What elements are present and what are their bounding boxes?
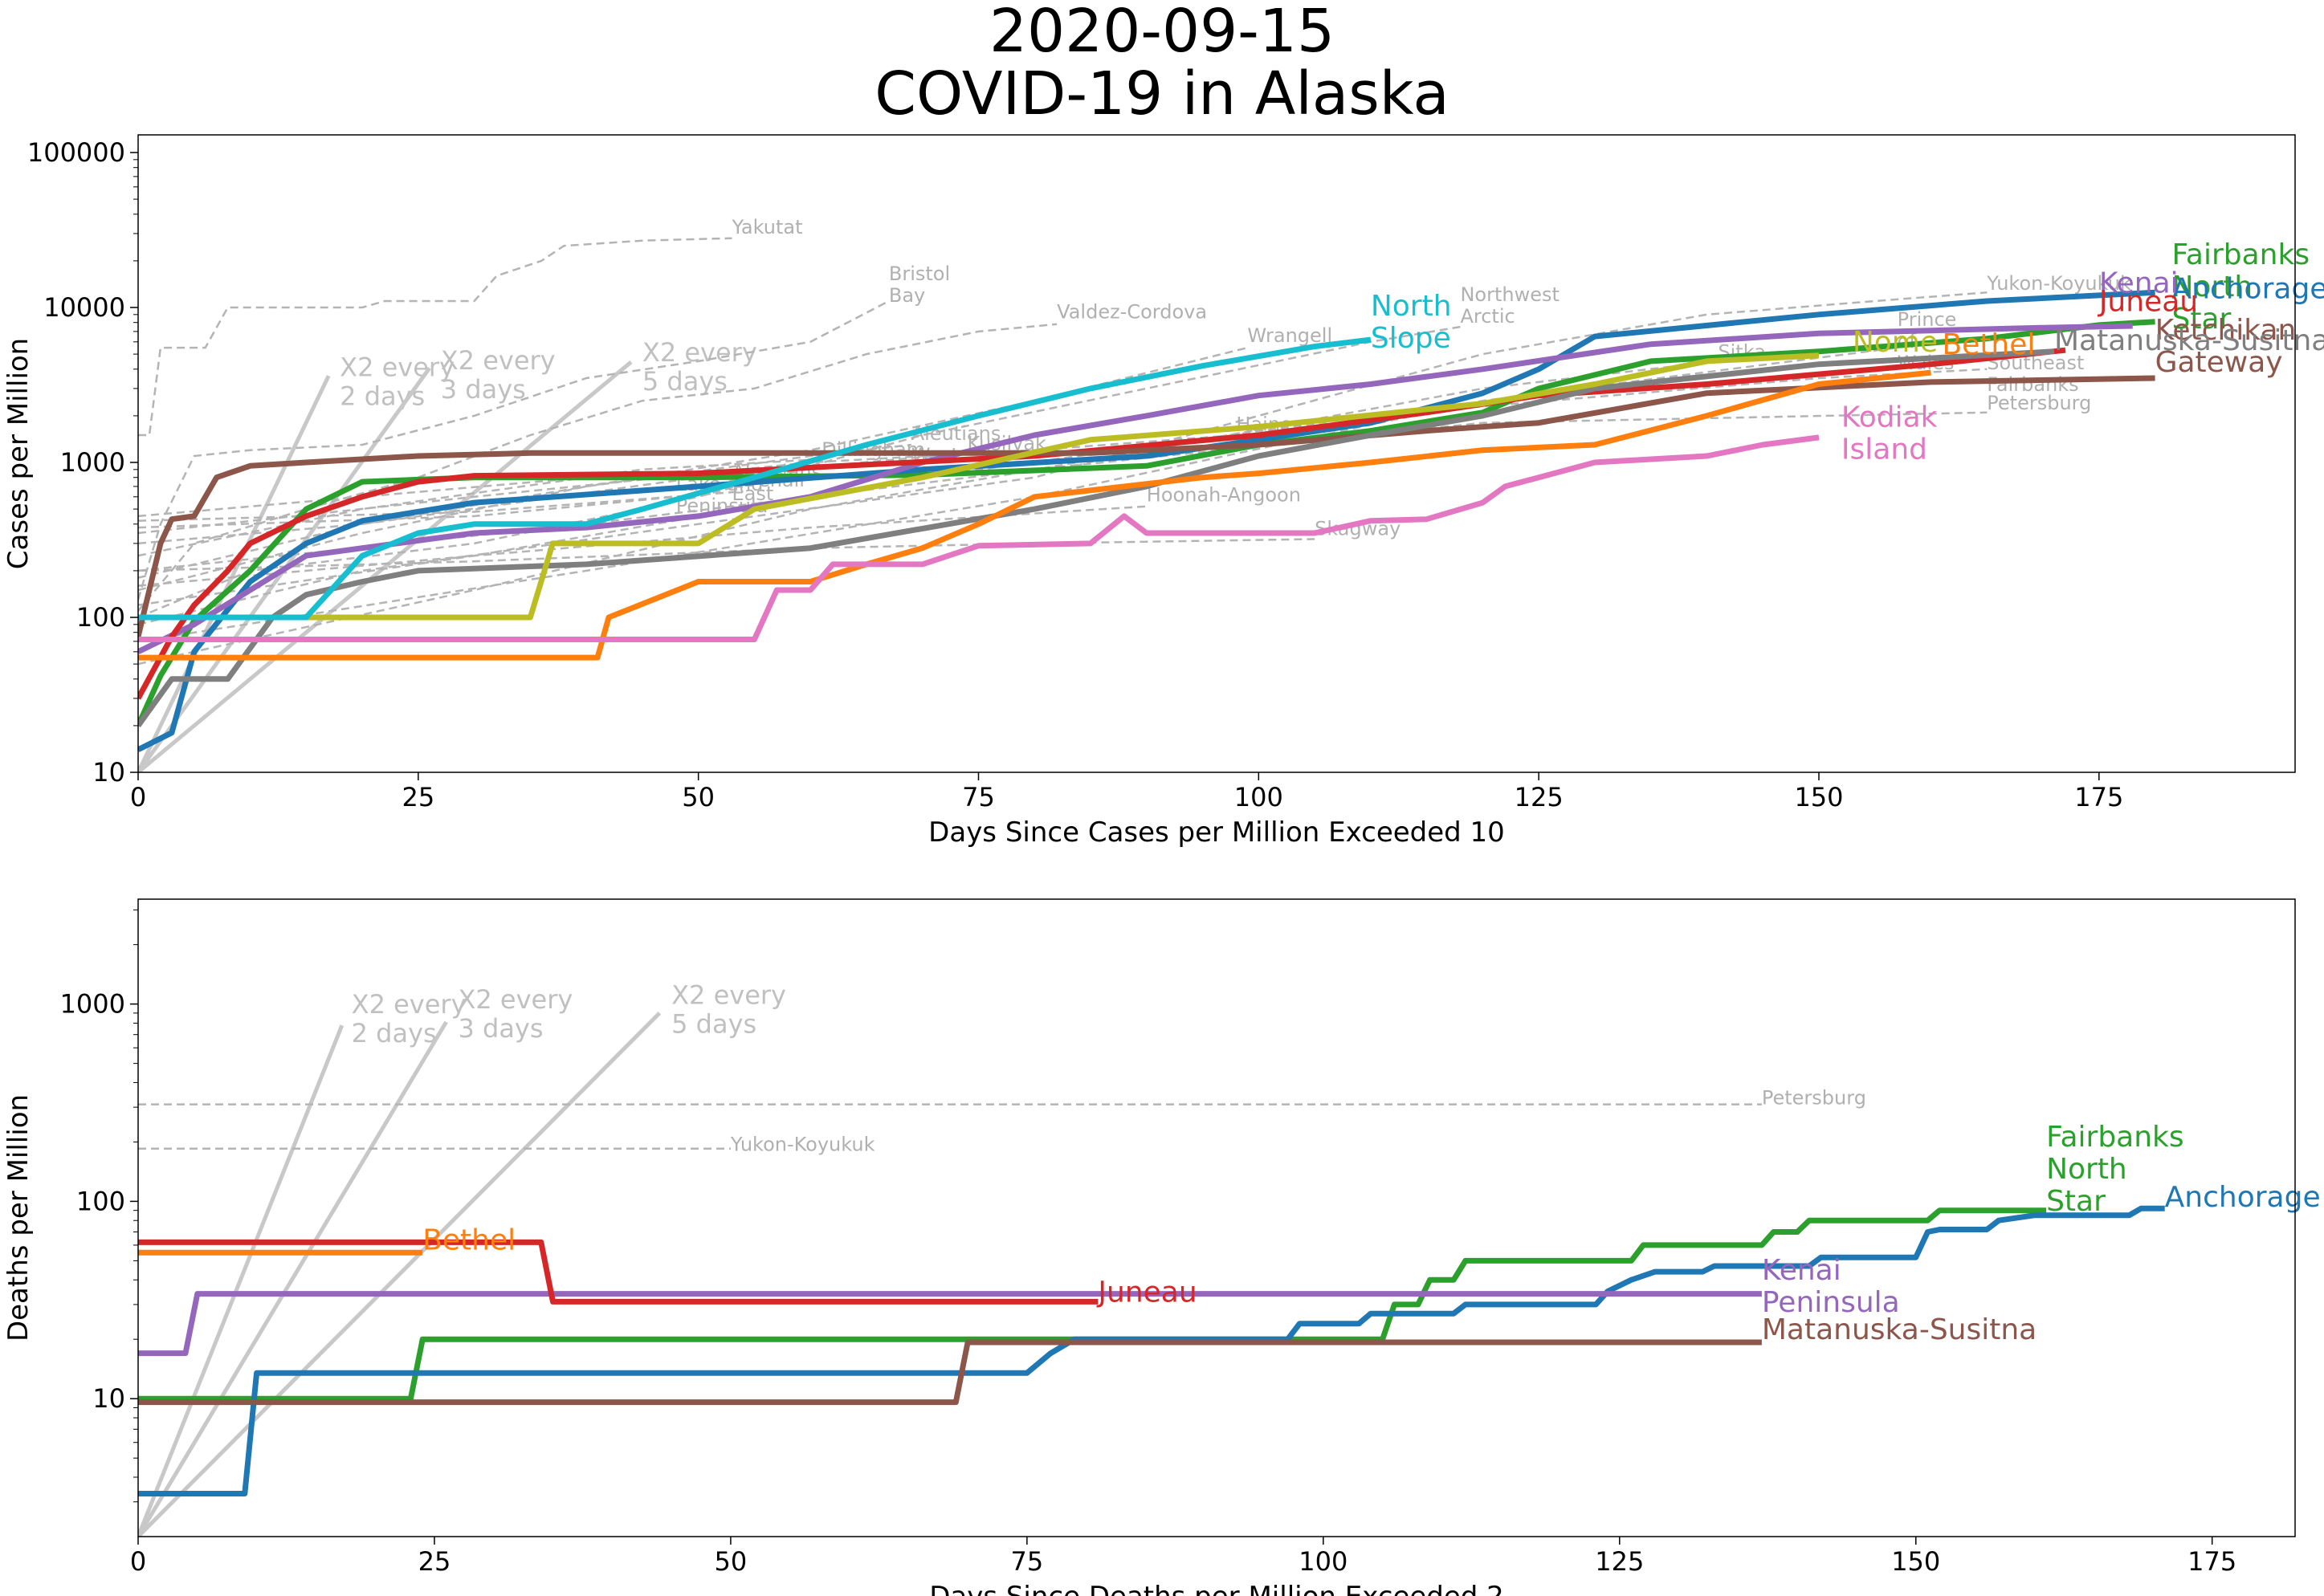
x-tick-label: 125 bbox=[1515, 782, 1564, 812]
x-tick-label: 100 bbox=[1234, 782, 1283, 812]
series-line-kodiak-island bbox=[138, 434, 1820, 642]
title-date: 2020-09-15 bbox=[989, 0, 1335, 66]
x-tick-label: 150 bbox=[1794, 782, 1843, 812]
reference-line-x2-every-3-days bbox=[138, 1020, 448, 1537]
series-label-nome: Nome bbox=[1853, 326, 1938, 359]
reference-line-x2-every-2-days bbox=[138, 375, 331, 772]
x-tick-label: 100 bbox=[1299, 1546, 1348, 1577]
y-tick-label: 100 bbox=[76, 602, 125, 633]
reference-label-x2-every-3-days: X2 every 3 days bbox=[441, 345, 556, 405]
series-label-bethel: Bethel bbox=[1942, 328, 2035, 361]
background-label-petersburg: Petersburg bbox=[1987, 392, 2091, 414]
y-tick-label: 10 bbox=[92, 757, 125, 788]
x-tick-label: 50 bbox=[715, 1546, 748, 1577]
reference-line-x2-every-5-days bbox=[138, 1012, 662, 1537]
x-tick-label: 75 bbox=[1011, 1546, 1044, 1577]
page-title: 2020-09-15 COVID-19 in Alaska bbox=[0, 0, 2324, 125]
x-tick-label: 150 bbox=[1891, 1546, 1940, 1577]
reference-label-x2-every-2-days: X2 every 2 days bbox=[340, 352, 455, 412]
series-label-kodiak-island: Kodiak Island bbox=[1841, 401, 1938, 466]
series-label-juneau: Juneau bbox=[1096, 1276, 1197, 1309]
x-tick-label: 0 bbox=[130, 1546, 146, 1577]
x-tick-label: 175 bbox=[2074, 782, 2123, 812]
x-axis-label: Days Since Cases per Million Exceeded 10 bbox=[928, 816, 1505, 849]
plot-frame bbox=[137, 898, 2296, 1537]
series-label-matanuska-susitna: Matanuska-Susitna bbox=[2054, 324, 2324, 357]
y-tick-label: 100 bbox=[76, 1186, 125, 1216]
x-tick-label: 50 bbox=[682, 782, 715, 812]
x-tick-label: 25 bbox=[418, 1546, 451, 1577]
reference-label-x2-every-3-days: X2 every 3 days bbox=[458, 984, 573, 1044]
background-line-yakutat bbox=[138, 237, 732, 437]
background-label-northwest-arctic: Northwest Arctic bbox=[1460, 283, 1559, 328]
series-label-ketchikan-gateway: Ketchikan Gateway bbox=[2155, 314, 2297, 379]
background-label-bristol-bay: Bristol Bay bbox=[889, 263, 950, 307]
background-line-aleutians-east bbox=[138, 472, 732, 518]
plot-frame bbox=[137, 134, 2296, 773]
series-label-juneau: Juneau bbox=[2098, 285, 2198, 318]
background-line-lake-and-peninsula bbox=[138, 495, 676, 529]
background-line-bristol-bay bbox=[138, 299, 890, 601]
series-line-ketchikan-gateway bbox=[138, 375, 2155, 637]
series-line-matanuska-susitna bbox=[138, 1339, 1762, 1406]
y-axis-label: Cases per Million bbox=[2, 338, 35, 570]
x-tick-label: 75 bbox=[962, 782, 995, 812]
background-label-yukon-koyukuk: Yukon-Koyukuk bbox=[1986, 272, 2131, 295]
series-line-fairbanks-north-star bbox=[138, 319, 2155, 727]
y-tick-label: 10000 bbox=[43, 292, 125, 323]
y-tick-label: 10 bbox=[92, 1383, 125, 1414]
series-line-juneau bbox=[138, 347, 2066, 700]
series-line-juneau bbox=[138, 1239, 1099, 1305]
series-label-north-slope: North Slope bbox=[1371, 290, 1452, 355]
y-tick-label: 1000 bbox=[60, 989, 125, 1020]
series-line-kenai-peninsula bbox=[138, 1291, 1762, 1357]
y-axis-label: Deaths per Million bbox=[2, 1094, 35, 1342]
reference-line-x2-every-5-days bbox=[138, 360, 633, 772]
x-tick-label: 25 bbox=[402, 782, 434, 812]
series-label-fairbanks-north-star: Fairbanks North Star bbox=[2172, 238, 2310, 336]
background-label-yukon-koyukuk: Yukon-Koyukuk bbox=[730, 1134, 875, 1156]
background-label-valdez-cordova: Valdez-Cordova bbox=[1057, 301, 1207, 324]
y-tick-label: 1000 bbox=[60, 447, 125, 478]
series-label-anchorage: Anchorage bbox=[2165, 1181, 2321, 1214]
x-axis-label: Days Since Deaths per Million Exceeded 2 bbox=[929, 1581, 1504, 1596]
background-label-yakutat: Yakutat bbox=[732, 216, 803, 238]
series-line-north-slope bbox=[138, 336, 1372, 621]
background-line-valdez-cordova bbox=[138, 323, 1058, 612]
x-tick-label: 175 bbox=[2187, 1546, 2236, 1577]
y-tick-label: 100000 bbox=[27, 137, 125, 168]
background-line-sitka bbox=[138, 360, 1719, 666]
x-tick-label: 0 bbox=[130, 782, 146, 812]
reference-label-x2-every-5-days: X2 every 5 days bbox=[671, 980, 786, 1040]
title-main: COVID-19 in Alaska bbox=[875, 59, 1449, 128]
series-line-bethel bbox=[138, 369, 1931, 661]
background-label-hoonah-angoon: Hoonah-Angoon bbox=[1147, 484, 1301, 507]
background-label-petersburg: Petersburg bbox=[1762, 1087, 1866, 1109]
x-tick-label: 125 bbox=[1595, 1546, 1644, 1577]
reference-label-x2-every-5-days: X2 every 5 days bbox=[642, 337, 757, 397]
series-label-matanuska-susitna: Matanuska-Susitna bbox=[1762, 1313, 2037, 1346]
series-label-bethel: Bethel bbox=[422, 1223, 516, 1256]
series-label-kenai-peninsula: Kenai Peninsula bbox=[1762, 1254, 1900, 1319]
background-line-yukon-koyukuk bbox=[138, 291, 1988, 626]
reference-line-x2-every-2-days bbox=[138, 1024, 345, 1537]
series-label-kenai: Kenai bbox=[2099, 267, 2179, 299]
reference-label-x2-every-2-days: X2 every 2 days bbox=[352, 989, 467, 1048]
series-label-fairbanks-north-star: Fairbanks North Star bbox=[2046, 1121, 2184, 1218]
background-label-wrangell: Wrangell bbox=[1247, 324, 1332, 347]
series-label-anchorage: Anchorage bbox=[2172, 272, 2324, 305]
